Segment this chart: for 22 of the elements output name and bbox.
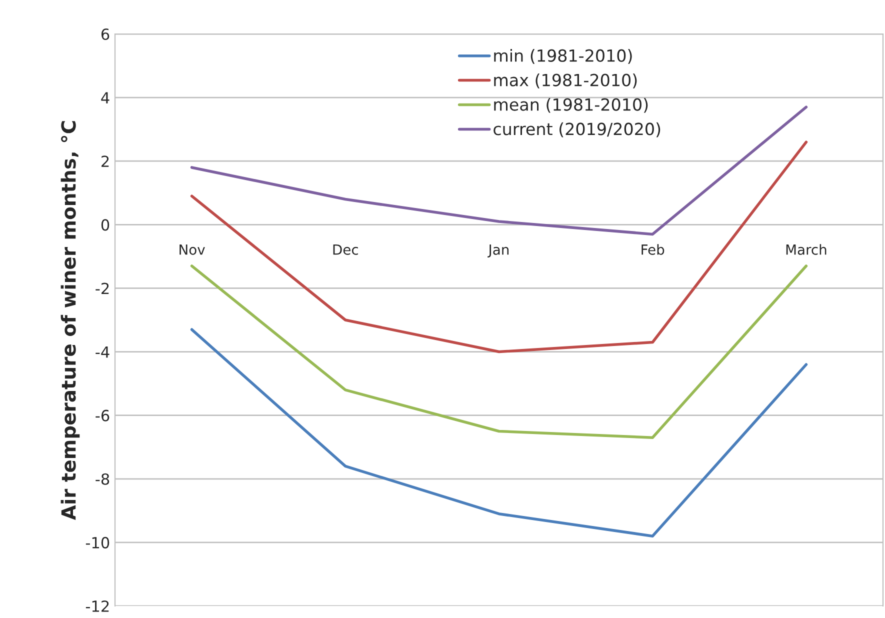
y-tick-label: 6: [101, 28, 110, 40]
legend-label: mean (1981-2010): [494, 98, 648, 113]
legend-label: current (2019/2020): [494, 122, 660, 138]
y-axis-title: Air temperature of winer months, °C: [60, 121, 80, 520]
x-tick-label: Feb: [642, 244, 664, 255]
y-tick-label: -4: [96, 346, 110, 358]
legend-label: min (1981-2010): [494, 49, 632, 64]
y-tick-label: -12: [86, 600, 109, 612]
y-tick-label: -6: [96, 410, 110, 422]
x-tick-label: Jan: [488, 244, 509, 258]
x-tick-label: Dec: [333, 244, 358, 255]
legend-label: max (1981-2010): [494, 73, 637, 88]
x-tick-label: Nov: [180, 244, 205, 255]
y-tick-label: 4: [101, 92, 110, 104]
y-tick-label: 2: [102, 156, 109, 167]
y-tick-label: -8: [96, 473, 110, 485]
line-series: [190, 328, 808, 538]
y-tick-label: 0: [101, 219, 110, 231]
y-tick-label: -2: [96, 282, 109, 294]
y-tick-label: -10: [86, 536, 110, 548]
line-series: [190, 264, 808, 439]
x-tick-label: March: [786, 244, 826, 255]
